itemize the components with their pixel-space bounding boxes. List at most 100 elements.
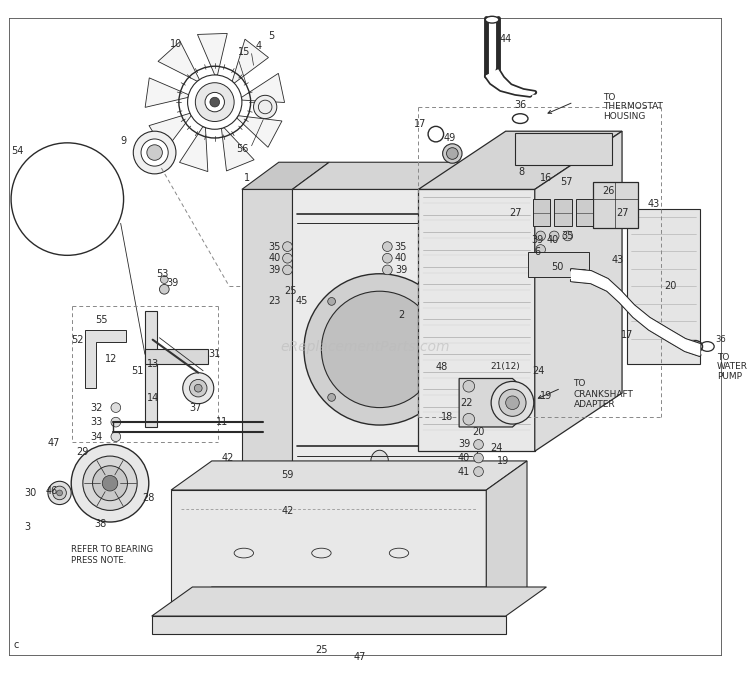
- Polygon shape: [572, 270, 700, 355]
- Circle shape: [195, 83, 234, 122]
- Polygon shape: [528, 252, 589, 277]
- Text: 27: 27: [616, 208, 628, 217]
- Text: 35: 35: [268, 242, 281, 252]
- Text: 59: 59: [281, 470, 294, 481]
- Circle shape: [382, 242, 392, 252]
- Circle shape: [111, 417, 121, 427]
- Text: 14: 14: [146, 393, 159, 403]
- Polygon shape: [179, 127, 208, 172]
- Circle shape: [160, 285, 170, 294]
- Polygon shape: [532, 199, 550, 226]
- Text: 55: 55: [95, 316, 107, 325]
- Text: 25: 25: [315, 645, 328, 655]
- Text: 15: 15: [238, 46, 250, 57]
- Polygon shape: [486, 70, 535, 96]
- Circle shape: [82, 456, 137, 510]
- Text: 5: 5: [268, 31, 274, 41]
- Text: TO: TO: [717, 353, 730, 361]
- Text: 43: 43: [648, 199, 660, 209]
- Text: 45: 45: [296, 296, 308, 306]
- Text: 13: 13: [146, 359, 159, 369]
- Polygon shape: [149, 113, 191, 151]
- Circle shape: [160, 276, 168, 283]
- Polygon shape: [292, 162, 514, 189]
- Circle shape: [141, 139, 168, 166]
- Circle shape: [424, 394, 431, 401]
- Circle shape: [48, 189, 58, 199]
- Circle shape: [77, 199, 87, 209]
- Circle shape: [283, 265, 292, 275]
- Circle shape: [446, 147, 458, 160]
- Text: 19: 19: [540, 391, 553, 401]
- Text: 10: 10: [170, 39, 182, 49]
- Circle shape: [506, 396, 519, 410]
- Polygon shape: [221, 128, 254, 171]
- Text: 2: 2: [398, 310, 404, 320]
- Polygon shape: [145, 349, 208, 364]
- Circle shape: [111, 432, 121, 441]
- Polygon shape: [237, 116, 282, 147]
- Text: 39: 39: [394, 265, 407, 275]
- Polygon shape: [554, 199, 572, 226]
- Circle shape: [205, 92, 224, 112]
- Text: 36: 36: [514, 100, 526, 110]
- Text: 39: 39: [166, 279, 178, 289]
- Text: 52: 52: [70, 334, 83, 345]
- Circle shape: [442, 144, 462, 164]
- Circle shape: [474, 439, 483, 450]
- Circle shape: [183, 373, 214, 404]
- Ellipse shape: [485, 16, 499, 23]
- Text: 37: 37: [189, 402, 202, 413]
- Text: c: c: [13, 640, 19, 650]
- Text: 36: 36: [716, 335, 726, 344]
- Circle shape: [147, 145, 162, 160]
- Circle shape: [563, 231, 572, 241]
- Circle shape: [297, 493, 307, 503]
- Text: 46: 46: [46, 486, 58, 496]
- Circle shape: [536, 245, 545, 254]
- Polygon shape: [171, 490, 486, 616]
- Text: 30: 30: [24, 488, 37, 498]
- Polygon shape: [486, 461, 527, 616]
- Text: 25: 25: [284, 286, 297, 296]
- Circle shape: [102, 475, 118, 491]
- Polygon shape: [232, 39, 268, 83]
- Text: 54: 54: [10, 145, 23, 155]
- Circle shape: [11, 143, 124, 255]
- Text: 20: 20: [664, 281, 676, 291]
- Circle shape: [424, 297, 431, 306]
- Text: 21(12): 21(12): [490, 362, 520, 371]
- Text: 53: 53: [156, 269, 169, 279]
- Ellipse shape: [371, 450, 388, 472]
- Text: 9: 9: [121, 136, 127, 146]
- Text: CRANKSHAFT: CRANKSHAFT: [574, 390, 634, 398]
- Text: 32: 32: [90, 402, 103, 413]
- Text: 26: 26: [602, 186, 615, 197]
- Polygon shape: [459, 378, 529, 427]
- Circle shape: [190, 380, 207, 397]
- Polygon shape: [145, 78, 188, 108]
- Text: PRESS NOTE.: PRESS NOTE.: [71, 557, 127, 565]
- Circle shape: [48, 481, 71, 505]
- Circle shape: [382, 254, 392, 263]
- Text: 11: 11: [216, 417, 229, 427]
- Polygon shape: [292, 189, 476, 490]
- Text: 6: 6: [535, 248, 541, 258]
- Polygon shape: [535, 131, 622, 451]
- Text: 56: 56: [236, 143, 248, 153]
- Polygon shape: [152, 616, 506, 633]
- Text: 40: 40: [394, 253, 407, 263]
- Text: 16: 16: [540, 173, 553, 183]
- Text: 34: 34: [90, 431, 103, 441]
- Polygon shape: [197, 34, 227, 75]
- Circle shape: [304, 274, 455, 425]
- Circle shape: [491, 382, 534, 424]
- Polygon shape: [593, 182, 638, 228]
- Text: 33: 33: [90, 417, 103, 427]
- Text: 28: 28: [142, 493, 155, 503]
- Text: 40: 40: [458, 453, 470, 463]
- Text: 47: 47: [354, 652, 367, 662]
- Polygon shape: [145, 311, 157, 427]
- Text: 20: 20: [472, 427, 484, 437]
- Text: 24: 24: [532, 365, 544, 376]
